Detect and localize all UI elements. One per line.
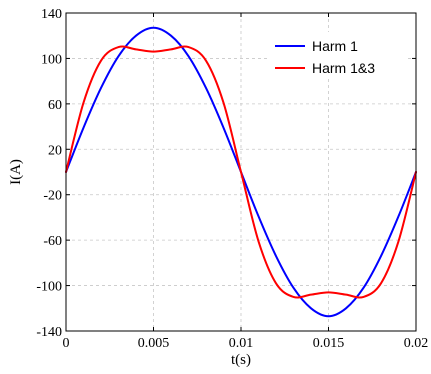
y-tick-label: -140 <box>36 325 62 340</box>
axis-ticks <box>65 12 417 332</box>
x-tick-label: 0.01 <box>229 336 254 351</box>
y-tick-label: -100 <box>36 280 62 295</box>
series-line-harm-1-3 <box>65 45 417 299</box>
x-tick-label: 0 <box>63 336 70 351</box>
y-tick-label: -60 <box>43 234 62 249</box>
y-tick-label: 60 <box>48 98 62 113</box>
legend-box <box>268 32 408 78</box>
y-tick-label: -20 <box>43 189 62 204</box>
x-axis-label: t(s) <box>231 352 251 368</box>
y-tick-label: 100 <box>41 52 62 67</box>
x-axis-tick-labels: 0 0.005 0.01 0.015 0.02 <box>63 336 429 351</box>
legend: Harm 1 Harm 1&3 <box>268 32 408 78</box>
x-tick-label: 0.005 <box>138 336 170 351</box>
y-tick-label: 140 <box>41 7 62 22</box>
legend-label-harm-1-3: Harm 1&3 <box>312 60 375 76</box>
y-tick-label: 20 <box>48 143 62 158</box>
x-tick-label: 0.02 <box>404 336 429 351</box>
series-layer <box>65 26 417 318</box>
y-axis-label: I(A) <box>8 159 24 185</box>
legend-label-harm-1: Harm 1 <box>312 38 358 54</box>
y-axis-tick-labels: 140 100 60 20 -20 -60 -100 -140 <box>36 7 62 340</box>
x-tick-label: 0.015 <box>313 336 345 351</box>
grid-lines <box>66 13 416 331</box>
